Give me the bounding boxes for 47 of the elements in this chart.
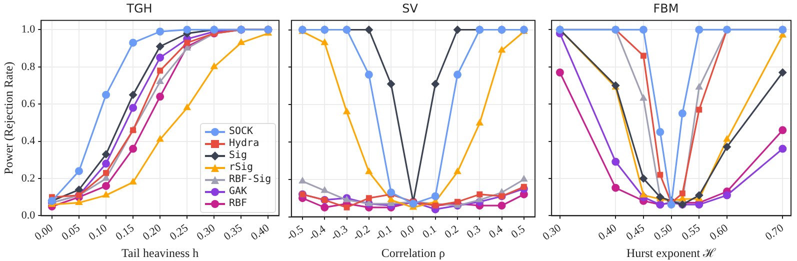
x-tick-label: 0.35 [222,222,245,244]
x-tick-label: 0.0 [398,222,417,241]
x-tick-label: -0.4 [306,222,328,244]
x-tick-label: 0.4 [487,222,506,241]
legend-label: SOCK [229,126,254,138]
chart-title: SV [402,1,419,16]
x-tick-label: -0.2 [351,223,372,244]
x-tick-label: 0.30 [540,222,564,244]
y-tick-label: 0.4 [21,135,36,148]
x-tick-label: 0.60 [708,222,731,244]
x-tick-label: -0.1 [373,223,394,244]
x-tick-label: 0.20 [140,222,164,244]
x-tick-label: 0.70 [763,222,786,244]
x-axis-title: Correlation ρ [381,246,446,260]
y-tick-label: 0.6 [21,98,36,110]
x-tick-label: 0.3 [464,222,484,241]
x-tick-label: 0.55 [680,222,703,244]
x-tick-label: 0.40 [248,222,272,244]
x-tick-label: 0.2 [442,223,461,241]
x-tick-label: 0.05 [60,222,83,244]
legend-label: rSig [229,162,254,174]
x-tick-label: -0.5 [284,222,306,244]
legend-label: Hydra [229,138,260,150]
x-tick-label: 0.00 [32,222,56,244]
x-tick-label: 0.10 [86,222,110,244]
y-tick-label: 0.2 [21,172,36,184]
x-axis-title: Tail heaviness h [122,246,199,260]
x-tick-label: 0.25 [168,222,191,244]
legend-label: GAK [229,186,248,198]
x-tick-label: 0.15 [114,222,137,244]
legend-label: RBF-Sig [229,174,272,186]
chart-title: TGH [126,1,152,16]
legend-label: Sig [229,150,248,162]
y-tick-label: 1.0 [21,24,36,36]
x-axis-title: Hurst exponent ℋ [626,246,716,260]
x-tick-label: 0.1 [420,223,439,241]
y-tick-label: 0.8 [21,60,36,73]
y-tick-label: 0.0 [21,210,36,222]
y-axis-title: Power (Rejection Rate) [1,62,16,174]
x-tick-label: -0.3 [329,222,351,244]
x-tick-label: 0.45 [624,222,648,244]
x-tick-label: 0.30 [194,222,218,244]
x-tick-label: 0.40 [596,222,620,244]
chart-title: FBM [653,1,679,16]
x-tick-label: 0.50 [652,222,676,244]
x-tick-label: 0.5 [509,222,528,241]
legend-label: RBF [229,198,248,210]
